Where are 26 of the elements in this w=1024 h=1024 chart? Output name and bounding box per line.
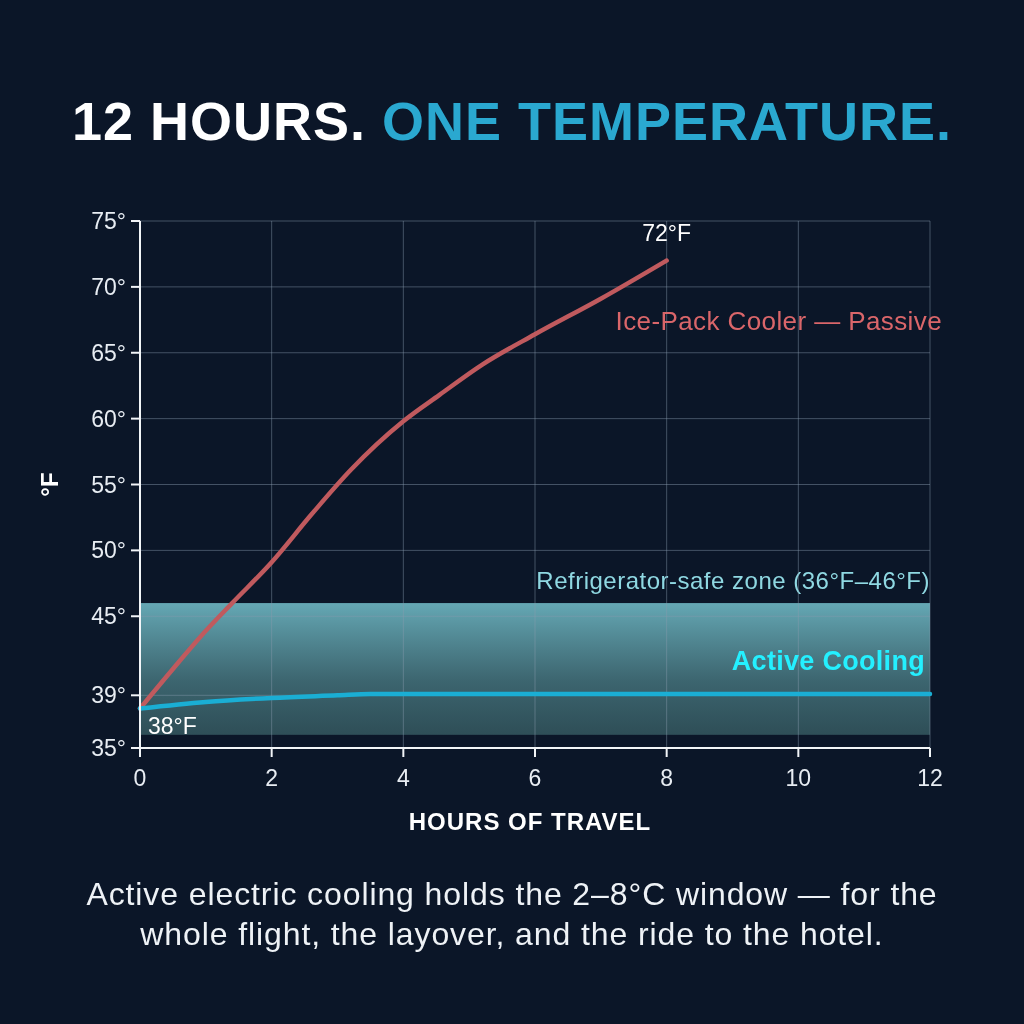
y-tick-label: 55° <box>91 471 126 498</box>
series-label: Ice-Pack Cooler — Passive <box>615 305 942 336</box>
x-tick-label: 12 <box>917 765 943 791</box>
x-tick-label: 2 <box>265 765 279 791</box>
series-label: Active Cooling <box>731 645 925 676</box>
chart-title: 12 HOURS. ONE TEMPERATURE. <box>71 91 953 151</box>
text: Active electric cooling holds the 2–8°C window — for the whole flight, the layover, and the ride to the hotel. <box>86 876 938 952</box>
annotation: 72°F <box>642 219 692 246</box>
annotation: 38°F <box>148 713 197 740</box>
y-tick-label: 39° <box>91 682 126 709</box>
line-series <box>137 691 933 711</box>
y-axis-title: °F <box>36 472 63 497</box>
y-tick-label: 60° <box>91 405 126 432</box>
x-tick-label: 0 <box>133 765 147 791</box>
x-tick-label: 6 <box>528 765 542 791</box>
y-tick-label: 50° <box>91 537 126 564</box>
y-tick-label: 35° <box>91 735 126 762</box>
x-tick-label: 10 <box>785 765 812 791</box>
y-tick-label: 45° <box>91 603 126 630</box>
band-label: Refrigerator-safe zone (36°F–46°F) <box>536 567 930 595</box>
x-axis-title: HOURS OF TRAVEL <box>408 808 652 835</box>
y-tick-label: 65° <box>91 339 126 366</box>
y-tick-label: 75° <box>91 208 126 235</box>
y-tick-label: 70° <box>91 273 126 300</box>
x-tick-label: 4 <box>396 765 410 791</box>
x-tick-label: 8 <box>660 765 674 791</box>
